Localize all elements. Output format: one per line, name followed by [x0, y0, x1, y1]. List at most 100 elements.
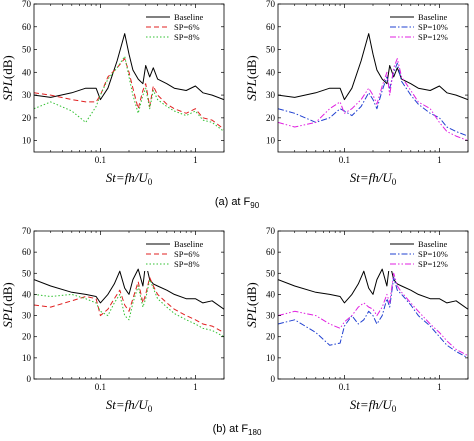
- x-axis-label-sub: 0: [148, 404, 153, 414]
- y-tick-label: 20: [266, 332, 276, 342]
- series-line-3: [278, 58, 468, 142]
- legend-label: Baseline: [174, 239, 203, 249]
- series-line-3: [278, 272, 468, 357]
- legend-label: SP=10%: [418, 22, 448, 32]
- x-axis-label-sub: 0: [392, 404, 397, 414]
- y-tick-label: 50: [22, 45, 32, 55]
- y-axis-label: SPL(dB): [244, 55, 259, 101]
- series-line-1: [278, 33, 468, 101]
- x-axis-label-sub: 0: [148, 177, 153, 187]
- legend-label: SP=6%: [174, 22, 200, 32]
- x-axis-label-main: St=fh/U: [106, 170, 150, 185]
- series-line-2: [34, 277, 224, 333]
- y-axis-label-quantity: SPL: [0, 79, 15, 101]
- legend-label: SP=12%: [418, 32, 448, 42]
- caption-a-sub: 90: [250, 201, 259, 210]
- x-tick-label: 1: [437, 155, 442, 165]
- x-tick-label: 0.1: [339, 382, 350, 392]
- y-tick-label: 10: [22, 136, 32, 146]
- y-axis-label-quantity: SPL: [0, 306, 15, 328]
- x-axis-label-main: St=fh/U: [350, 397, 394, 412]
- legend-label: SP=12%: [418, 259, 448, 269]
- caption-a: (a) at F90: [215, 196, 260, 210]
- y-axis-label-unit: (dB): [0, 282, 15, 306]
- x-tick-label: 1: [193, 155, 198, 165]
- y-tick-label: 40: [22, 67, 32, 77]
- caption-a-prefix: (a) at F: [215, 196, 251, 208]
- series-line-1: [278, 262, 468, 310]
- y-tick-label: 60: [22, 247, 32, 257]
- chart-panel-1: 10 20 30 40 50 60 70 0.1 1 St=fh/U0 SPL(dB) Baselin…: [0, 0, 225, 187]
- y-tick-label: 40: [22, 289, 32, 299]
- x-axis-label: St=fh/U0: [350, 170, 397, 187]
- legend-label: Baseline: [174, 12, 203, 22]
- y-tick-label: 0: [271, 374, 276, 384]
- y-tick-label: 20: [22, 332, 32, 342]
- series-line-2: [278, 62, 468, 137]
- y-axis-label: SPL(dB): [244, 282, 259, 328]
- y-tick-label: 40: [266, 67, 276, 77]
- y-tick-label: 40: [266, 289, 276, 299]
- y-tick-label: 30: [22, 90, 32, 100]
- y-tick-label: 30: [266, 311, 276, 321]
- x-axis-label: St=fh/U0: [106, 170, 153, 187]
- y-tick-label: 50: [266, 45, 276, 55]
- y-tick-label: 20: [22, 113, 32, 123]
- x-axis-label: St=fh/U0: [350, 397, 397, 414]
- y-axis-label-unit: (dB): [244, 55, 259, 79]
- series-line-2: [278, 277, 468, 359]
- chart-panel-2: 10 20 30 40 50 60 70 0.1 1 St=fh/U0 SPL(dB) Baselin…: [244, 0, 469, 187]
- y-axis-label: SPL(dB): [0, 55, 15, 101]
- y-tick-label: 10: [22, 353, 32, 363]
- y-tick-label: 0: [27, 374, 32, 384]
- y-tick-label: 70: [266, 226, 276, 236]
- caption-b-sub: 180: [248, 428, 262, 437]
- x-tick-label: 0.1: [95, 382, 106, 392]
- y-tick-label: 30: [266, 90, 276, 100]
- x-axis-label-main: St=fh/U: [106, 397, 150, 412]
- y-axis-label-unit: (dB): [244, 282, 259, 306]
- x-axis-label-sub: 0: [392, 177, 397, 187]
- x-tick-label: 0.1: [95, 155, 106, 165]
- y-tick-label: 60: [22, 22, 32, 32]
- y-tick-label: 30: [22, 311, 32, 321]
- y-axis-label-quantity: SPL: [244, 306, 259, 328]
- series-line-3: [34, 55, 224, 132]
- legend-label: SP=6%: [174, 249, 200, 259]
- y-tick-label: 60: [266, 247, 276, 257]
- x-tick-label: 1: [193, 382, 198, 392]
- series-line-1: [34, 33, 224, 101]
- series-line-1: [34, 262, 224, 310]
- y-tick-label: 50: [266, 268, 276, 278]
- x-axis-label: St=fh/U0: [106, 397, 153, 414]
- y-axis-label: SPL(dB): [0, 282, 15, 328]
- x-tick-label: 0.1: [339, 155, 350, 165]
- series-line-2: [34, 58, 224, 130]
- y-tick-label: 70: [22, 226, 32, 236]
- y-tick-label: 50: [22, 268, 32, 278]
- series-line-3: [34, 279, 224, 338]
- y-tick-label: 20: [266, 113, 276, 123]
- y-axis-label-unit: (dB): [0, 55, 15, 79]
- y-axis-label-quantity: SPL: [244, 79, 259, 101]
- caption-b: (b) at F180: [213, 423, 262, 437]
- caption-b-prefix: (b) at F: [213, 423, 249, 435]
- x-axis-label-main: St=fh/U: [350, 170, 394, 185]
- y-tick-label: 10: [266, 136, 276, 146]
- legend-label: Baseline: [418, 12, 447, 22]
- legend-label: SP=8%: [174, 32, 200, 42]
- x-tick-label: 1: [437, 382, 442, 392]
- legend-label: SP=8%: [174, 259, 200, 269]
- y-tick-label: 70: [22, 0, 32, 9]
- legend-label: Baseline: [418, 239, 447, 249]
- legend-label: SP=10%: [418, 249, 448, 259]
- y-tick-label: 10: [266, 353, 276, 363]
- y-tick-label: 60: [266, 22, 276, 32]
